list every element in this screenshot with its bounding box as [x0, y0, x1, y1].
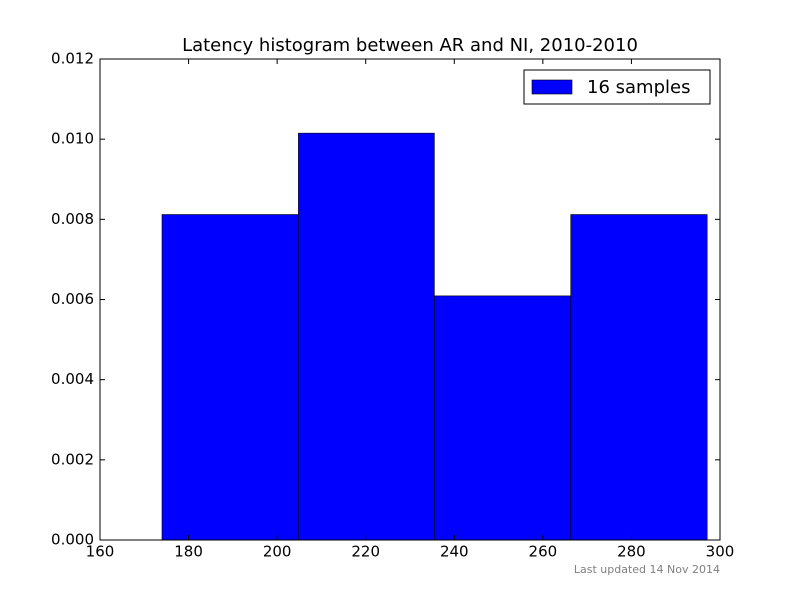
histogram-bar: [434, 295, 572, 541]
y-tick-label: 0.012: [51, 50, 94, 68]
footer-note: Last updated 14 Nov 2014: [574, 563, 720, 576]
y-tick-label: 0.010: [51, 130, 94, 148]
histogram-bar: [570, 214, 708, 541]
x-tick-label: 220: [351, 543, 380, 561]
y-tick-label: 0.004: [51, 370, 94, 388]
x-tick-label: 200: [263, 543, 292, 561]
x-tick-label: 180: [174, 543, 203, 561]
x-tick-label: 300: [706, 543, 735, 561]
chart-title: Latency histogram between AR and NI, 201…: [182, 35, 638, 56]
y-tick-label: 0.002: [51, 450, 94, 468]
x-tick-label: 280: [617, 543, 646, 561]
y-tick-label: 0.000: [51, 531, 94, 549]
legend-swatch: [531, 79, 573, 95]
histogram-bar: [161, 214, 299, 541]
x-tick-label: 240: [440, 543, 469, 561]
histogram-bar: [298, 132, 435, 541]
y-tick-label: 0.008: [51, 210, 94, 228]
x-tick-label: 260: [529, 543, 558, 561]
legend-label: 16 samples: [587, 77, 690, 98]
y-tick-label: 0.006: [51, 290, 94, 308]
x-tick-label: 160: [86, 543, 115, 561]
